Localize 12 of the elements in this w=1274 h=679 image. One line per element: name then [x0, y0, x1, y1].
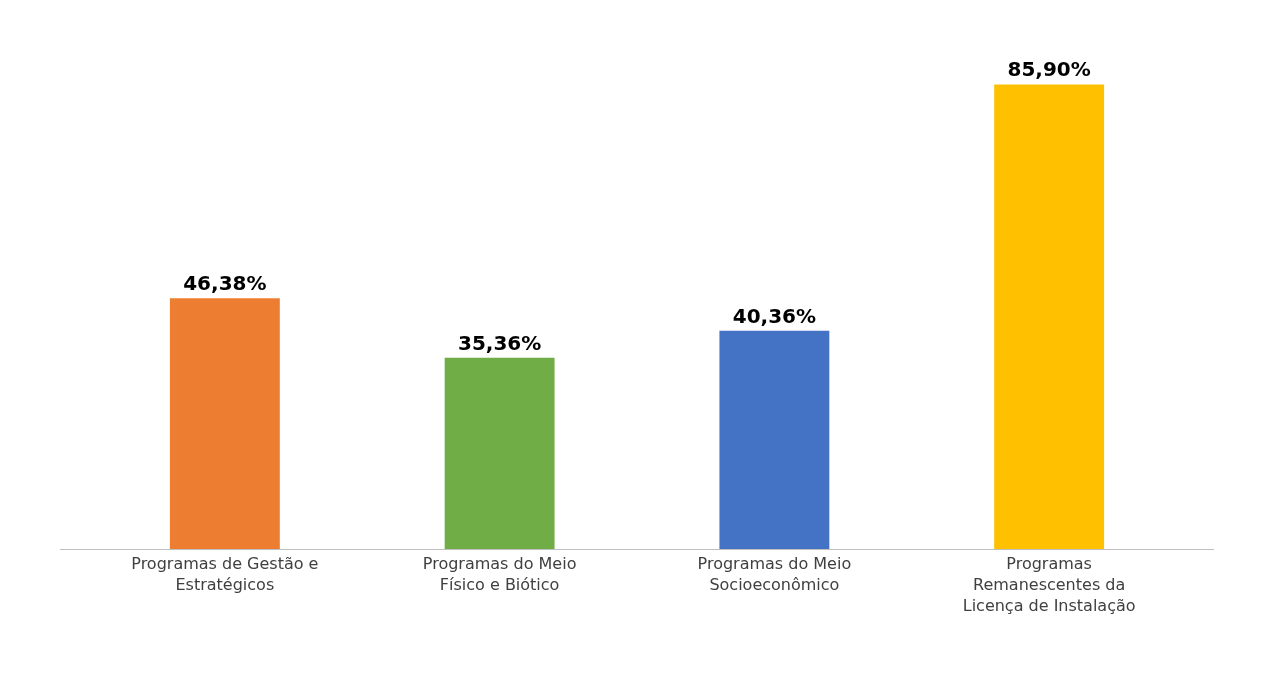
bar: [719, 330, 830, 549]
x-tick-label: Programas Remanescentes da Licença de Instalação: [962, 554, 1136, 615]
x-tick-label: Programas do Meio Socioeconômico: [697, 554, 852, 594]
bar: [994, 84, 1105, 549]
data-label: 35,36%: [457, 330, 542, 355]
x-tick-label: Programas de Gestão e Estratégicos: [131, 554, 319, 594]
data-label: 85,90%: [1007, 57, 1091, 82]
data-label: 46,38%: [183, 271, 267, 296]
bar: [444, 357, 555, 549]
bar: [169, 298, 280, 549]
x-tick-label: Programas do Meio Físico e Biótico: [422, 554, 577, 594]
data-label: 40,36%: [732, 303, 817, 328]
